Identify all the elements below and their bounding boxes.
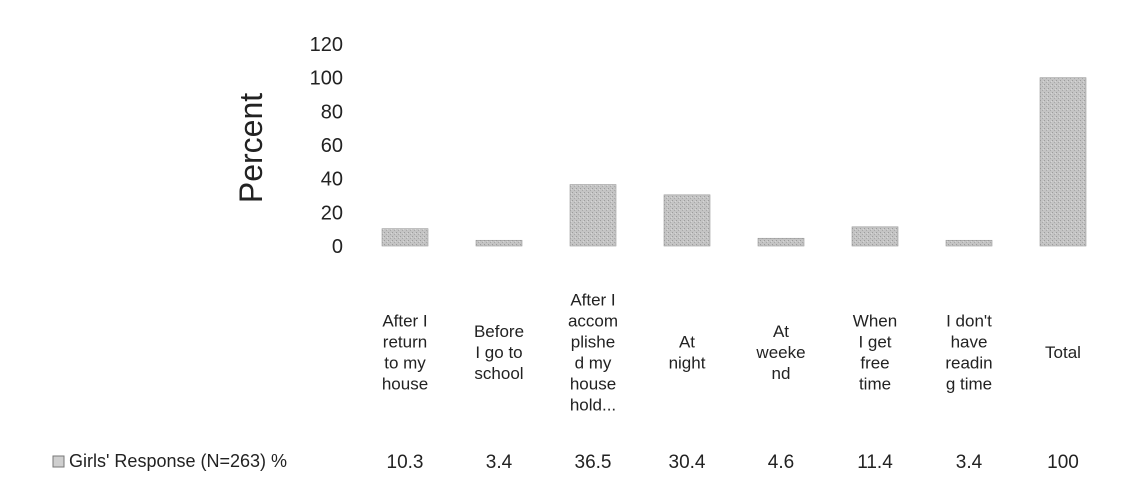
y-tick-label: 40 <box>321 169 343 191</box>
bar <box>757 237 805 247</box>
y-tick-label: 20 <box>321 202 343 224</box>
data-table-value: 3.4 <box>956 452 983 473</box>
data-table-value: 100 <box>1047 452 1079 473</box>
legend-swatch <box>52 455 65 468</box>
y-tick-label: 120 <box>310 34 343 56</box>
y-tick-label: 60 <box>321 135 343 157</box>
y-tick-label: 80 <box>321 101 343 123</box>
data-table-value: 3.4 <box>486 452 513 473</box>
bar <box>1039 77 1087 247</box>
category-label: Total <box>1045 343 1081 362</box>
legend: Girls' Response (N=263) % <box>52 451 287 471</box>
data-table-value: 4.6 <box>768 452 794 473</box>
y-tick-label: 100 <box>310 68 343 90</box>
bar <box>945 239 993 247</box>
category-label: At weeke nd <box>755 322 805 383</box>
y-tick-label: 0 <box>332 236 343 258</box>
y-axis-label: Percent <box>233 93 269 203</box>
data-table-value: 30.4 <box>669 452 706 473</box>
data-table-value: 11.4 <box>857 452 893 473</box>
bar <box>851 226 899 247</box>
data-table-values: 10.3 3.4 36.5 30.4 4.6 11.4 3.4 100 <box>387 452 1079 473</box>
category-label: I don't have readin g time <box>945 312 992 394</box>
y-axis: 0 20 40 60 80 100 120 <box>310 34 343 258</box>
data-table-value: 10.3 <box>387 452 424 473</box>
data-table-value: 36.5 <box>575 452 612 473</box>
bar <box>663 194 711 247</box>
bars <box>381 77 1087 247</box>
legend-label: Girls' Response (N=263) % <box>69 451 287 471</box>
category-label: Before I go to school <box>474 322 524 383</box>
category-label: At night <box>669 333 706 373</box>
category-label: When I get free time <box>853 312 897 394</box>
bar <box>381 228 429 247</box>
bar <box>475 239 523 247</box>
bar <box>569 184 617 247</box>
